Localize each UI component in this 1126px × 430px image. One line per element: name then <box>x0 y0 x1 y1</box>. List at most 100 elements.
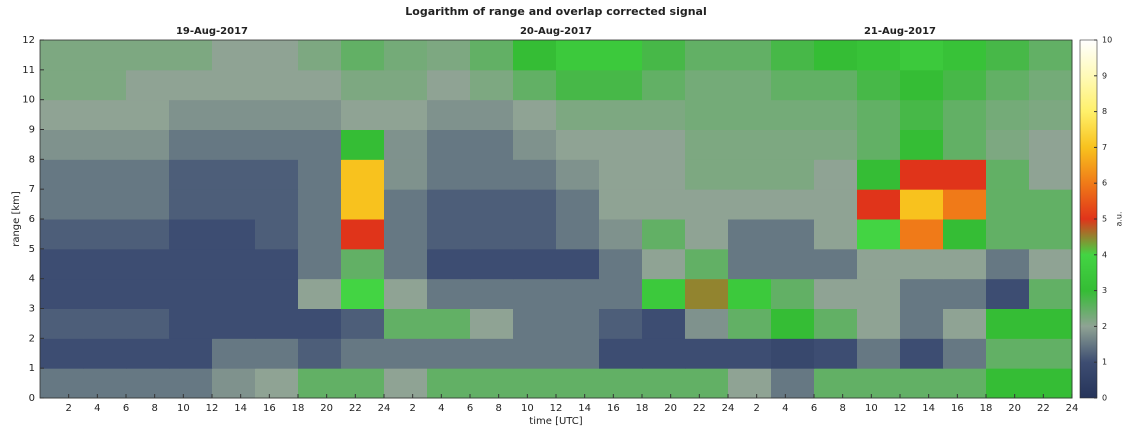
heatmap-cell <box>728 219 772 250</box>
heatmap-cell <box>728 189 772 220</box>
heatmap-cell <box>685 219 729 250</box>
heatmap-cell <box>212 368 256 399</box>
heatmap-cell <box>728 248 772 280</box>
heatmap-cell <box>1029 248 1073 280</box>
heatmap-cell <box>470 368 514 399</box>
x-tick-label: 6 <box>123 403 129 414</box>
x-axis-label: time [UTC] <box>529 416 582 427</box>
heatmap-cell <box>470 278 514 309</box>
heatmap-cell <box>814 338 858 369</box>
heatmap-cell <box>169 248 213 280</box>
x-tick-label: 24 <box>1066 403 1079 414</box>
y-tick-label: 8 <box>29 154 35 165</box>
heatmap-cell <box>857 69 901 101</box>
heatmap-cell <box>83 338 127 369</box>
heatmap-cell <box>169 189 213 220</box>
heatmap-cell <box>556 278 600 309</box>
x-tick-label: 20 <box>664 403 677 414</box>
heatmap-cell <box>83 40 127 71</box>
heatmap-cell <box>169 219 213 250</box>
heatmap-cell <box>857 338 901 369</box>
heatmap-cell <box>341 338 385 369</box>
heatmap-cell <box>986 278 1030 309</box>
colorbar-tick-label: 9 <box>1102 71 1107 80</box>
heatmap-cell <box>857 308 901 339</box>
heatmap-cell <box>771 99 815 130</box>
heatmap-cell <box>40 129 84 160</box>
heatmap-cell <box>470 248 514 280</box>
heatmap-cell <box>814 99 858 130</box>
heatmap-cell <box>771 69 815 101</box>
x-tick-label: 10 <box>177 403 190 414</box>
x-tick-label: 6 <box>811 403 817 414</box>
heatmap-cell <box>255 40 299 71</box>
colorbar-tick-label: 1 <box>1102 358 1107 367</box>
heatmap-cell <box>40 308 84 339</box>
heatmap-cell <box>384 159 428 190</box>
heatmap-cell <box>642 69 686 101</box>
heatmap-cell <box>212 40 256 71</box>
heatmap-cell <box>212 278 256 309</box>
x-tick-label: 16 <box>263 403 276 414</box>
heatmap-cell <box>470 159 514 190</box>
heatmap-cell <box>470 219 514 250</box>
heatmap-cell <box>599 40 643 71</box>
y-tick-label: 4 <box>29 274 35 285</box>
heatmap-cell <box>83 189 127 220</box>
heatmap-cell <box>900 219 944 250</box>
heatmap-cell <box>83 278 127 309</box>
heatmap-cell <box>427 69 471 101</box>
heatmap-cell <box>126 278 170 309</box>
heatmap-cell <box>1029 159 1073 190</box>
x-tick-label: 4 <box>438 403 444 414</box>
heatmap-cell <box>513 69 557 101</box>
heatmap-cell <box>1029 219 1073 250</box>
heatmap-cell <box>83 159 127 190</box>
x-tick-label: 22 <box>693 403 706 414</box>
x-tick-label: 24 <box>722 403 735 414</box>
heatmap-cell <box>814 248 858 280</box>
heatmap-cell <box>642 368 686 399</box>
heatmap-cell <box>1029 338 1073 369</box>
heatmap-cell <box>126 40 170 71</box>
heatmap-cell <box>384 278 428 309</box>
heatmap-cell <box>40 219 84 250</box>
heatmap-cell <box>384 69 428 101</box>
heatmap-cell <box>513 99 557 130</box>
heatmap-cell <box>427 99 471 130</box>
heatmap-cell <box>943 159 987 190</box>
heatmap-cell <box>599 338 643 369</box>
heatmap-cell <box>900 338 944 369</box>
heatmap-cell <box>255 278 299 309</box>
heatmap-cell <box>857 368 901 399</box>
heatmap-cell <box>986 308 1030 339</box>
heatmap-cell <box>513 338 557 369</box>
heatmap-cell <box>771 368 815 399</box>
heatmap-cell <box>642 189 686 220</box>
heatmap-cell <box>814 69 858 101</box>
heatmap-cell <box>943 69 987 101</box>
heatmap-cell <box>556 189 600 220</box>
heatmap-cell <box>814 278 858 309</box>
heatmap-cell <box>341 69 385 101</box>
heatmap-cell <box>599 248 643 280</box>
heatmap-cell <box>40 159 84 190</box>
heatmap-cell <box>857 40 901 71</box>
heatmap-cell <box>943 308 987 339</box>
heatmap-cell <box>212 308 256 339</box>
heatmap-cell <box>728 308 772 339</box>
heatmap-cell <box>255 219 299 250</box>
heatmap-cell <box>341 159 385 190</box>
x-tick-label: 8 <box>839 403 845 414</box>
heatmap-cell <box>814 219 858 250</box>
heatmap-cell <box>728 159 772 190</box>
x-tick-label: 14 <box>922 403 935 414</box>
heatmap-cell <box>685 129 729 160</box>
heatmap-cell <box>470 40 514 71</box>
heatmap-cell <box>1029 189 1073 220</box>
heatmap-cell <box>169 99 213 130</box>
colorbar-tick-label: 6 <box>1102 179 1107 188</box>
colorbar-tick-label: 3 <box>1102 286 1107 295</box>
heatmap-cell <box>599 69 643 101</box>
